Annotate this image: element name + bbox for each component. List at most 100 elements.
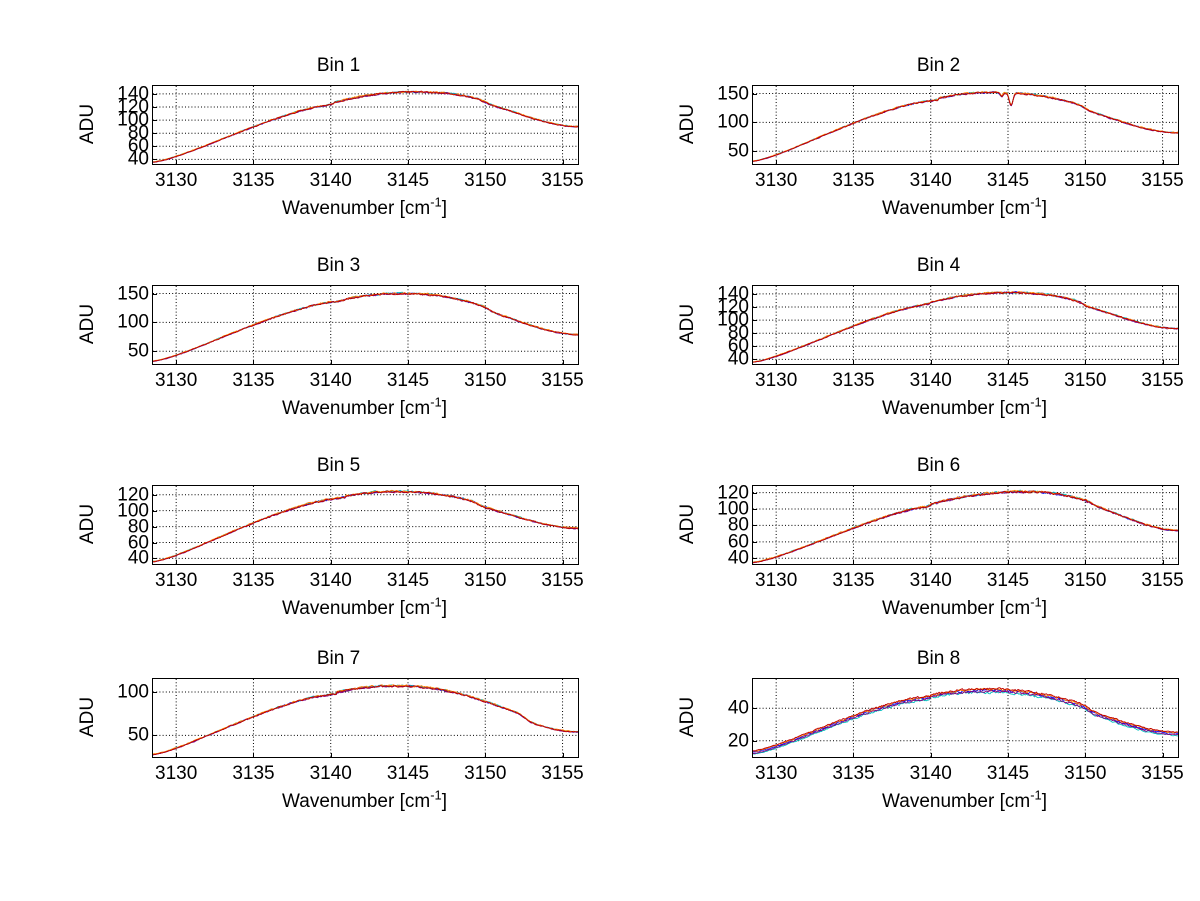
x-tickmark xyxy=(853,560,855,564)
x-tick-label: 3140 xyxy=(309,170,352,191)
x-tickmark xyxy=(408,753,409,757)
y-tickmark xyxy=(153,106,157,108)
y-tickmark xyxy=(153,322,157,324)
y-tickmark xyxy=(153,133,157,135)
y-tickmark xyxy=(753,558,757,560)
subplot-title: Bin 6 xyxy=(916,455,961,476)
y-tick-label: 40 xyxy=(127,547,149,569)
data-series-line xyxy=(153,90,578,163)
y-tickmark xyxy=(753,320,757,322)
x-tick-label: 3135 xyxy=(232,370,275,391)
y-tick-label: 100 xyxy=(117,681,149,703)
subplot-title: Bin 4 xyxy=(916,255,961,276)
y-tick-label: 100 xyxy=(717,498,749,520)
data-series-line xyxy=(153,684,578,755)
x-tickmark xyxy=(930,160,932,164)
data-series-line xyxy=(753,490,1178,564)
y-tickmark xyxy=(753,306,757,308)
y-tickmark xyxy=(753,359,757,361)
x-tick-label: 3145 xyxy=(386,170,430,191)
x-tick-label: 3150 xyxy=(464,370,507,391)
y-tickmark xyxy=(153,692,157,693)
x-tickmark xyxy=(330,360,332,364)
x-tickmark xyxy=(176,360,178,364)
y-tick-label: 80 xyxy=(127,516,149,538)
y-tickmark xyxy=(753,151,757,153)
subplot-bin-6: Bin 6 40 60 80 100 120 3130 3135 3140 3145 3150 315… xyxy=(677,455,1200,655)
x-tick-label: 3130 xyxy=(755,763,798,784)
x-tick-label: 3140 xyxy=(309,570,352,591)
subplot-title: Bin 1 xyxy=(316,55,361,76)
x-tick-label: 3150 xyxy=(1064,170,1107,191)
y-axis-label: ADU xyxy=(677,303,698,345)
x-tick-label: 3145 xyxy=(986,370,1030,391)
y-tickmark xyxy=(753,740,757,742)
x-tick-label: 3135 xyxy=(832,170,875,191)
x-tick-label: 3155 xyxy=(541,170,584,191)
y-tick-label: 60 xyxy=(127,532,149,553)
gridlines xyxy=(753,286,1178,364)
y-tick-label: 100 xyxy=(117,311,149,333)
y-tickmark xyxy=(153,120,157,122)
x-tick-label: 3130 xyxy=(155,170,198,191)
x-tickmark xyxy=(562,560,564,564)
x-tickmark xyxy=(776,160,778,164)
x-tickmark xyxy=(776,560,778,564)
x-tickmark xyxy=(1008,560,1009,564)
x-tick-label: 3155 xyxy=(541,370,584,391)
subplot-bin-3: Bin 3 50 100 150 3130 3135 3140 3145 3150 3155 ADU… xyxy=(77,255,700,455)
data-series-line xyxy=(753,490,1178,564)
y-tickmark xyxy=(153,510,157,512)
plot-canvas xyxy=(753,679,1178,757)
x-tickmark xyxy=(1162,360,1164,364)
data-series-line xyxy=(753,687,1178,752)
x-axis-label: Wavenumber [cm-1] xyxy=(282,194,447,219)
y-tickmark xyxy=(153,146,157,148)
data-series-line xyxy=(153,490,578,563)
y-tickmark xyxy=(153,293,157,295)
data-series-line xyxy=(753,291,1178,363)
x-tick-label: 3145 xyxy=(986,763,1030,784)
x-tick-label: 3130 xyxy=(155,370,198,391)
y-tick-label: 140 xyxy=(717,283,749,305)
x-tickmark xyxy=(408,160,409,164)
y-tick-label: 120 xyxy=(117,484,149,506)
x-tick-label: 3145 xyxy=(386,763,430,784)
x-tickmark xyxy=(1162,753,1164,757)
x-tick-label: 3130 xyxy=(755,570,798,591)
y-tick-label: 150 xyxy=(717,83,749,104)
data-series-line xyxy=(153,685,578,756)
subplot-title: Bin 2 xyxy=(916,55,961,76)
y-tickmark xyxy=(753,508,757,510)
data-series-group xyxy=(153,489,578,563)
x-tickmark xyxy=(1085,360,1087,364)
x-tickmark xyxy=(1162,160,1164,164)
x-tickmark xyxy=(562,160,564,164)
data-series-line xyxy=(753,91,1178,162)
x-tick-label: 3130 xyxy=(155,570,198,591)
x-tickmark xyxy=(485,160,487,164)
y-axis-label: ADU xyxy=(677,696,698,738)
y-axis-label: ADU xyxy=(77,696,98,738)
plot-area: 40 60 80 100 120 3130 3135 3140 3145 3150 3155 xyxy=(717,483,1183,590)
plot-canvas xyxy=(153,679,578,757)
plot-area: 40 60 80 100 120 140 3130 3135 3140 3145 3150 3155 xyxy=(717,284,1183,390)
x-tickmark xyxy=(253,753,255,757)
data-series-line xyxy=(153,291,578,362)
y-tick-label: 120 xyxy=(717,296,749,318)
data-series-line xyxy=(753,489,1178,563)
x-tickmark xyxy=(1085,560,1087,564)
data-series-group xyxy=(153,684,578,756)
y-tickmark xyxy=(753,525,757,527)
x-tick-label: 3150 xyxy=(1064,570,1107,591)
data-series-line xyxy=(753,690,1178,755)
x-axis-label: Wavenumber [cm-1] xyxy=(882,394,1047,419)
data-series-group xyxy=(753,90,1178,162)
x-tick-label: 3150 xyxy=(1064,370,1107,391)
gridlines xyxy=(153,679,578,757)
plot-canvas xyxy=(753,86,1178,164)
x-tickmark xyxy=(485,560,487,564)
data-series-line xyxy=(153,684,578,755)
x-tick-label: 3140 xyxy=(909,370,952,391)
x-tickmark xyxy=(1008,360,1009,364)
